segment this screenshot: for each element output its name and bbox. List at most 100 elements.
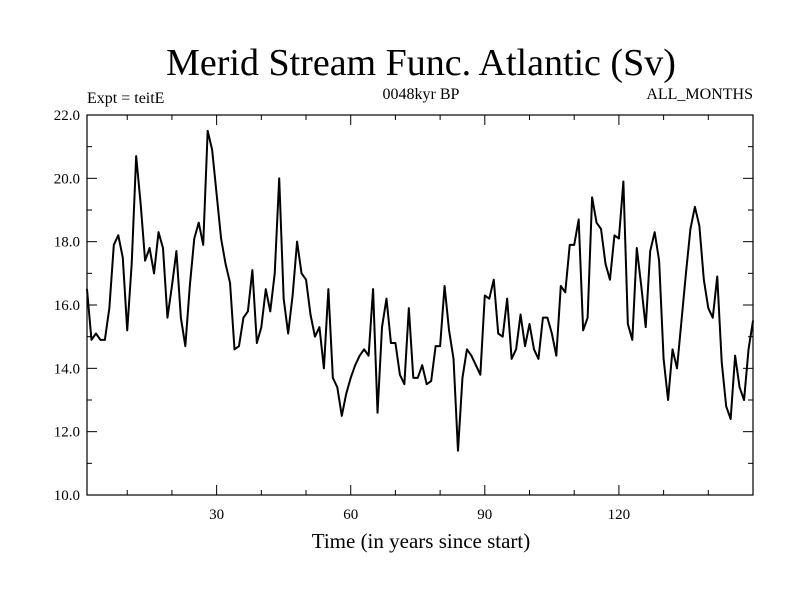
data-point xyxy=(492,278,495,281)
x-tick-label: 60 xyxy=(343,507,358,523)
data-point xyxy=(551,332,553,335)
data-point xyxy=(130,263,133,265)
data-point xyxy=(108,307,111,309)
data-point xyxy=(671,348,674,351)
data-point xyxy=(707,307,710,309)
data-point xyxy=(318,326,321,328)
data-point xyxy=(135,155,137,157)
data-point xyxy=(434,345,437,347)
data-point xyxy=(354,364,356,366)
data-point xyxy=(595,221,598,224)
data-point xyxy=(86,288,88,290)
data-point xyxy=(591,196,593,199)
data-point xyxy=(309,313,312,316)
series-line xyxy=(86,129,754,452)
data-point xyxy=(501,335,504,338)
y-tick-label: 20.0 xyxy=(54,171,80,187)
data-point xyxy=(515,348,517,351)
data-point xyxy=(99,339,102,341)
data-point xyxy=(291,294,294,297)
data-point xyxy=(680,320,683,322)
data-point xyxy=(242,316,245,319)
data-point xyxy=(658,259,660,262)
data-point xyxy=(475,364,477,366)
data-point xyxy=(430,380,432,382)
plot-frame xyxy=(86,114,754,496)
data-point xyxy=(457,449,459,452)
data-point xyxy=(448,329,450,332)
data-point xyxy=(376,411,379,414)
experiment-label: Expt = teitE xyxy=(87,90,164,107)
data-point xyxy=(622,180,625,183)
data-point xyxy=(439,345,441,347)
data-point xyxy=(649,250,651,252)
data-point xyxy=(631,339,634,341)
data-point xyxy=(95,332,97,335)
data-point xyxy=(470,354,473,357)
data-point xyxy=(394,342,397,344)
x-tick-label: 120 xyxy=(608,507,631,523)
data-point xyxy=(247,310,249,313)
data-point xyxy=(385,297,388,300)
data-point xyxy=(698,225,701,227)
data-point xyxy=(537,358,540,360)
data-point xyxy=(256,342,258,344)
data-point xyxy=(153,272,155,275)
axis-ticks: 10.0 12.0 14.0 16.0 18.0 20.0 22.0 30 60 90 120 xyxy=(54,108,753,523)
data-point xyxy=(220,237,222,240)
x-axis-label: Time (in years since start) xyxy=(312,529,531,553)
data-point xyxy=(506,297,508,300)
data-point xyxy=(336,386,339,389)
data-point xyxy=(305,278,307,281)
y-tick-label: 16.0 xyxy=(54,298,80,314)
data-point xyxy=(644,326,647,328)
data-point xyxy=(211,149,213,151)
data-point xyxy=(738,386,741,389)
data-point xyxy=(519,313,522,316)
months-label: ALL_MONTHS xyxy=(646,86,753,103)
data-point xyxy=(349,377,352,379)
data-point xyxy=(604,263,607,265)
data-point xyxy=(278,177,281,180)
data-point xyxy=(586,316,589,319)
y-tick-label: 12.0 xyxy=(54,425,80,441)
data-point xyxy=(425,383,428,385)
y-tick-label: 22.0 xyxy=(54,108,80,124)
data-point xyxy=(215,193,218,195)
data-point xyxy=(484,294,486,297)
data-point xyxy=(197,221,200,224)
data-point xyxy=(193,237,196,240)
data-point xyxy=(390,342,392,344)
data-point xyxy=(90,339,93,341)
data-point xyxy=(202,244,205,246)
data-point xyxy=(466,348,468,351)
data-point xyxy=(542,316,544,319)
data-point xyxy=(358,354,361,357)
data-point xyxy=(412,377,415,379)
data-point xyxy=(287,332,289,335)
data-point xyxy=(752,320,754,322)
data-point xyxy=(609,278,611,281)
data-point xyxy=(251,269,254,271)
data-point xyxy=(533,348,535,351)
data-point xyxy=(327,288,330,290)
data-point xyxy=(363,348,365,351)
data-point xyxy=(238,345,240,347)
y-tick-label: 10.0 xyxy=(54,488,80,504)
data-point xyxy=(104,339,106,341)
data-point xyxy=(528,323,531,325)
y-tick-label: 18.0 xyxy=(54,235,80,251)
data-point xyxy=(126,329,129,332)
data-point xyxy=(323,367,325,370)
data-point xyxy=(367,354,370,357)
data-point xyxy=(568,244,571,246)
data-point xyxy=(189,285,191,287)
data-point xyxy=(175,250,178,252)
data-point xyxy=(524,345,526,347)
data-point xyxy=(269,310,272,313)
data-point xyxy=(689,228,692,230)
data-point xyxy=(260,326,263,328)
data-point xyxy=(452,358,455,360)
data-point xyxy=(703,278,705,281)
